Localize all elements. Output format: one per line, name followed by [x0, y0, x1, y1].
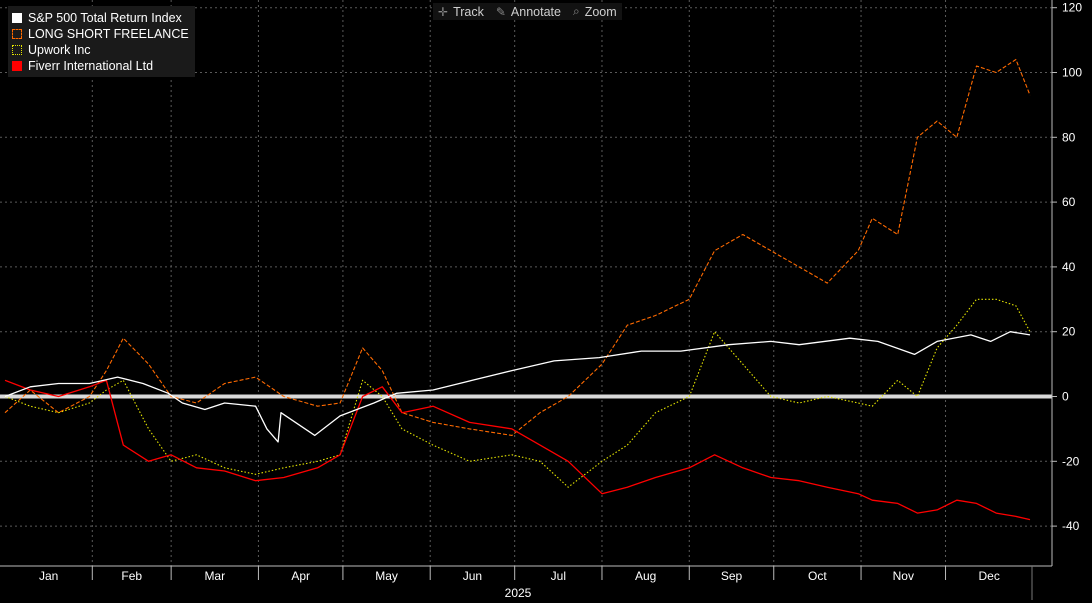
x-tick-label: Aug: [635, 569, 656, 583]
magnifier-icon: ⌕: [572, 4, 580, 18]
zoom-label: Zoom: [584, 4, 617, 19]
series-sp500-line: [4, 331, 1031, 443]
x-tick-label: Feb: [121, 569, 142, 583]
y-tick-label: -40: [1062, 519, 1080, 533]
y-tick-label: 120: [1062, 1, 1082, 15]
legend-item-sp500[interactable]: S&P 500 Total Return Index: [12, 10, 189, 26]
y-axis: 120 100 80 60 40 20 0 -20 -40: [1052, 1, 1082, 533]
annotate-label: Annotate: [510, 4, 561, 19]
legend-swatch-fiverr: [12, 61, 22, 71]
y-tick-label: 0: [1062, 390, 1069, 404]
legend-label-long-short-freelance: LONG SHORT FREELANCE: [28, 27, 189, 41]
legend-item-upwork[interactable]: Upwork Inc: [12, 42, 189, 58]
grid-lines: [0, 0, 1052, 566]
x-tick-label: May: [375, 569, 398, 583]
x-tick-label: Apr: [291, 569, 310, 583]
x-tick-label: Nov: [893, 569, 914, 583]
y-tick-label: -20: [1062, 454, 1080, 468]
series-upwork-line: [4, 298, 1031, 488]
legend-item-long-short-freelance[interactable]: LONG SHORT FREELANCE: [12, 26, 189, 42]
legend: S&P 500 Total Return Index LONG SHORT FR…: [8, 6, 195, 77]
legend-swatch-upwork: [12, 45, 22, 55]
x-tick-label: Oct: [808, 569, 827, 583]
x-tick-label: Dec: [978, 569, 999, 583]
y-tick-label: 80: [1062, 130, 1076, 144]
x-tick-label: Jun: [463, 569, 482, 583]
y-tick-label: 20: [1062, 325, 1076, 339]
y-tick-label: 40: [1062, 260, 1076, 274]
crosshair-icon: ✛: [438, 4, 449, 19]
legend-swatch-sp500: [12, 13, 22, 23]
series-lines: [4, 58, 1031, 521]
track-button[interactable]: ✛ Track: [433, 3, 489, 20]
legend-item-fiverr[interactable]: Fiverr International Ltd: [12, 58, 189, 74]
x-tick-label: Sep: [721, 569, 743, 583]
pencil-icon: ✎: [495, 4, 506, 19]
x-tick-label: Mar: [204, 569, 225, 583]
series-long-short-freelance-line: [4, 58, 1031, 436]
x-tick-label: Jan: [39, 569, 58, 583]
y-tick-label: 100: [1062, 66, 1082, 80]
legend-label-fiverr: Fiverr International Ltd: [28, 59, 154, 73]
x-axis-year-label: 2025: [505, 586, 532, 600]
series-fiverr-line: [4, 379, 1031, 521]
x-tick-label: Jul: [551, 569, 566, 583]
legend-label-upwork: Upwork Inc: [28, 43, 91, 57]
chart-toolbar: ✛ Track ✎ Annotate ⌕ Zoom: [433, 3, 622, 20]
x-axis: Jan Feb Mar Apr May Jun Jul Aug Sep Oct Nov Dec: [39, 566, 1033, 600]
annotate-button[interactable]: ✎ Annotate: [491, 3, 566, 20]
zoom-button[interactable]: ⌕ Zoom: [568, 3, 622, 20]
legend-label-sp500: S&P 500 Total Return Index: [28, 11, 182, 25]
legend-swatch-long-short-freelance: [12, 29, 22, 39]
track-label: Track: [453, 4, 484, 19]
y-tick-label: 60: [1062, 195, 1076, 209]
